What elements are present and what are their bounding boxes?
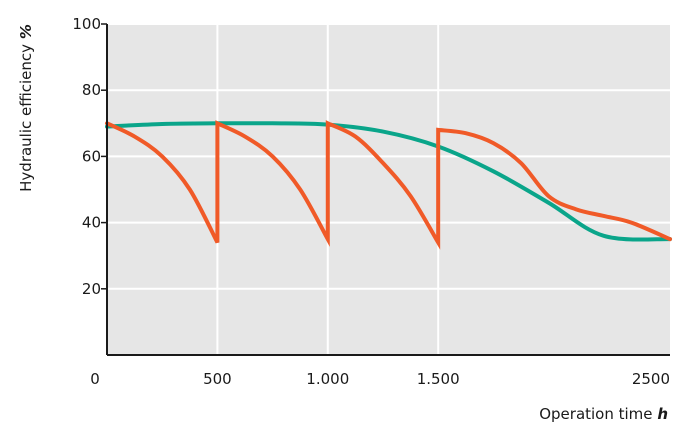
x-tick-label: 1.000 xyxy=(306,370,349,388)
x-axis-title: Operation time h xyxy=(539,405,668,423)
x-tick-label: 0 xyxy=(90,370,100,388)
x-tick-labels: 0 500 1.000 1.500 2500 xyxy=(90,370,670,388)
x-tick-label: 1.500 xyxy=(417,370,460,388)
y-tick-label: 60 xyxy=(82,147,101,165)
y-tick-label: 20 xyxy=(82,280,101,298)
plot-background xyxy=(107,24,670,355)
series-layer xyxy=(105,120,672,250)
y-axis-label: Hydraulic efficiency xyxy=(17,44,35,192)
y-tick-label: 80 xyxy=(82,81,101,99)
y-tick-label: 40 xyxy=(82,214,101,232)
x-axis-label: Operation time xyxy=(539,405,652,423)
series-line-1 xyxy=(105,120,672,250)
y-tick-labels: 20 40 60 80 100 xyxy=(72,15,107,298)
series-line-0 xyxy=(105,121,672,242)
y-axis-unit: % xyxy=(17,24,35,39)
x-axis-unit: h xyxy=(657,405,668,423)
x-tick-label: 2500 xyxy=(632,370,670,388)
y-tick-label: 100 xyxy=(72,15,101,33)
x-tick-label: 500 xyxy=(203,370,232,388)
y-axis-title: Hydraulic efficiency % xyxy=(17,24,35,192)
